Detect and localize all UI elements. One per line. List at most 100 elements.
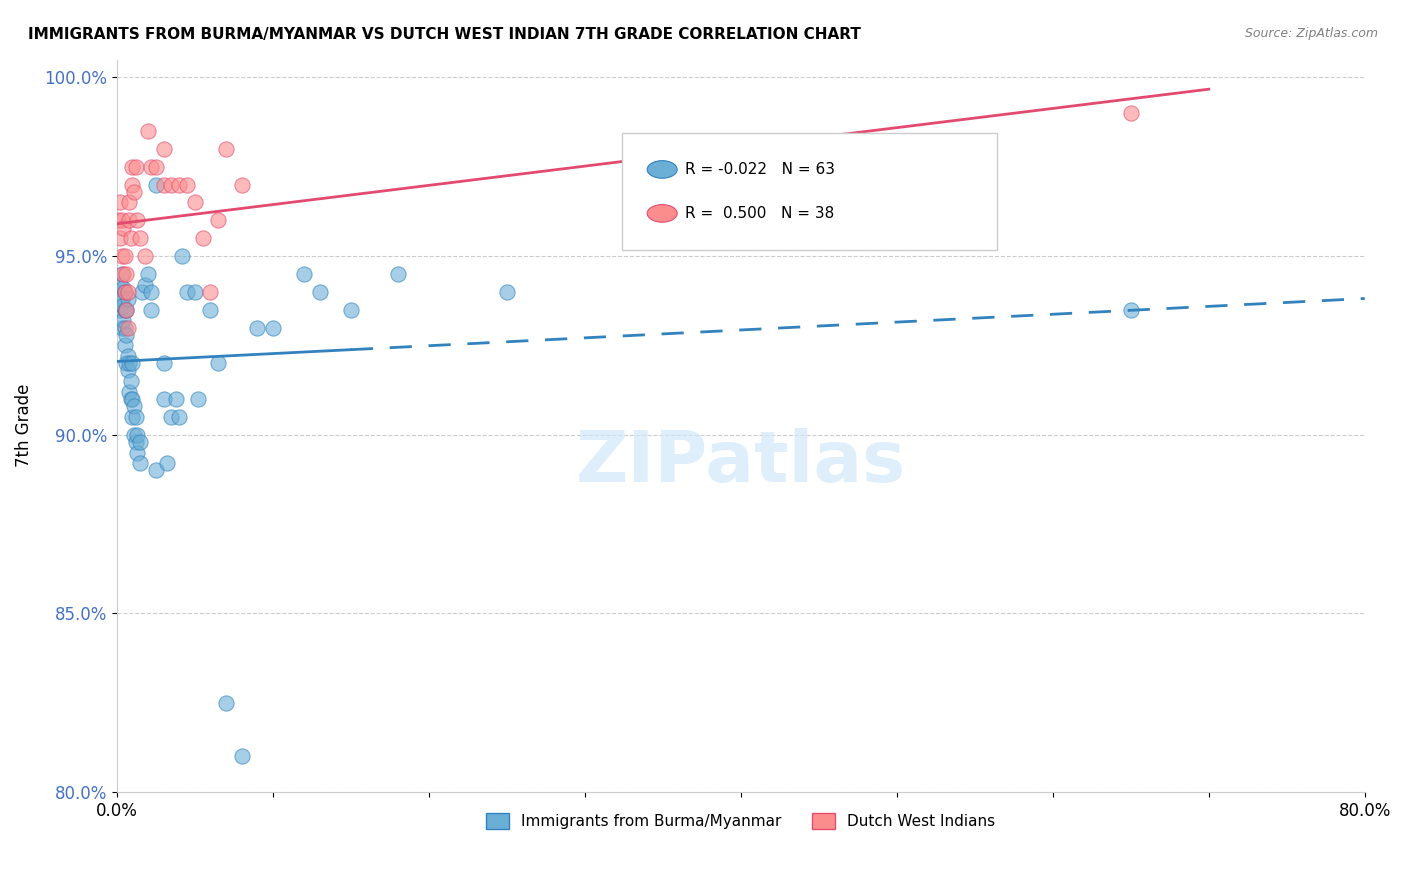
- Point: [115, 302, 138, 317]
- Point: [129, 456, 152, 470]
- Point: [187, 392, 209, 406]
- Point: [152, 142, 174, 156]
- Legend: Immigrants from Burma/Myanmar, Dutch West Indians: Immigrants from Burma/Myanmar, Dutch Wes…: [479, 807, 1001, 836]
- Point: [120, 392, 142, 406]
- Point: [200, 302, 222, 317]
- Point: [145, 463, 167, 477]
- Point: [120, 231, 142, 245]
- Point: [136, 267, 159, 281]
- Text: Source: ZipAtlas.com: Source: ZipAtlas.com: [1244, 27, 1378, 40]
- Point: [115, 302, 138, 317]
- Point: [120, 374, 142, 388]
- Point: [156, 456, 179, 470]
- Point: [122, 185, 145, 199]
- Point: [117, 349, 139, 363]
- Point: [118, 356, 141, 370]
- Text: IMMIGRANTS FROM BURMA/MYANMAR VS DUTCH WEST INDIAN 7TH GRADE CORRELATION CHART: IMMIGRANTS FROM BURMA/MYANMAR VS DUTCH W…: [28, 27, 860, 42]
- Y-axis label: 7th Grade: 7th Grade: [15, 384, 32, 467]
- Point: [117, 292, 139, 306]
- Point: [176, 178, 198, 192]
- FancyBboxPatch shape: [623, 133, 997, 250]
- Point: [308, 285, 330, 299]
- Point: [112, 299, 135, 313]
- Point: [110, 267, 132, 281]
- Point: [118, 195, 141, 210]
- Point: [262, 320, 284, 334]
- Point: [184, 195, 207, 210]
- Point: [108, 277, 131, 292]
- Point: [160, 409, 183, 424]
- Point: [191, 231, 214, 245]
- Point: [145, 160, 167, 174]
- Circle shape: [647, 161, 678, 178]
- Point: [127, 213, 149, 227]
- Point: [121, 356, 143, 370]
- Point: [231, 749, 253, 764]
- Point: [292, 267, 315, 281]
- Point: [118, 384, 141, 399]
- Point: [134, 277, 156, 292]
- Point: [184, 285, 207, 299]
- Point: [121, 409, 143, 424]
- Point: [124, 409, 146, 424]
- Point: [167, 178, 190, 192]
- Point: [129, 434, 152, 449]
- Point: [122, 427, 145, 442]
- Circle shape: [647, 204, 678, 222]
- Point: [108, 195, 131, 210]
- Point: [231, 178, 253, 192]
- Point: [127, 445, 149, 459]
- Point: [118, 213, 141, 227]
- Point: [114, 285, 136, 299]
- Point: [160, 178, 183, 192]
- Text: ZIPatlas: ZIPatlas: [576, 428, 905, 497]
- Point: [1119, 302, 1142, 317]
- Point: [246, 320, 269, 334]
- Point: [114, 285, 136, 299]
- Text: R =  0.500   N = 38: R = 0.500 N = 38: [685, 206, 834, 221]
- Point: [495, 285, 517, 299]
- Point: [215, 696, 238, 710]
- Point: [115, 327, 138, 342]
- Point: [136, 124, 159, 138]
- Point: [131, 285, 153, 299]
- Point: [115, 267, 138, 281]
- Point: [141, 285, 163, 299]
- Point: [115, 356, 138, 370]
- Point: [121, 392, 143, 406]
- Point: [110, 249, 132, 263]
- Point: [121, 160, 143, 174]
- Point: [165, 392, 187, 406]
- Point: [108, 231, 131, 245]
- Point: [117, 285, 139, 299]
- Point: [108, 302, 131, 317]
- Point: [167, 409, 190, 424]
- Point: [110, 292, 132, 306]
- Point: [114, 338, 136, 352]
- Point: [152, 392, 174, 406]
- Point: [112, 281, 135, 295]
- Point: [129, 231, 152, 245]
- Point: [1119, 106, 1142, 120]
- Point: [107, 285, 129, 299]
- Point: [114, 320, 136, 334]
- Point: [207, 213, 229, 227]
- Point: [114, 249, 136, 263]
- Point: [122, 399, 145, 413]
- Point: [152, 356, 174, 370]
- Point: [112, 313, 135, 327]
- Point: [117, 320, 139, 334]
- Point: [141, 160, 163, 174]
- Point: [152, 178, 174, 192]
- Point: [134, 249, 156, 263]
- Point: [112, 220, 135, 235]
- Point: [176, 285, 198, 299]
- Point: [172, 249, 194, 263]
- Point: [110, 320, 132, 334]
- Point: [121, 178, 143, 192]
- Point: [215, 142, 238, 156]
- Point: [110, 213, 132, 227]
- Point: [112, 267, 135, 281]
- Point: [207, 356, 229, 370]
- Point: [107, 213, 129, 227]
